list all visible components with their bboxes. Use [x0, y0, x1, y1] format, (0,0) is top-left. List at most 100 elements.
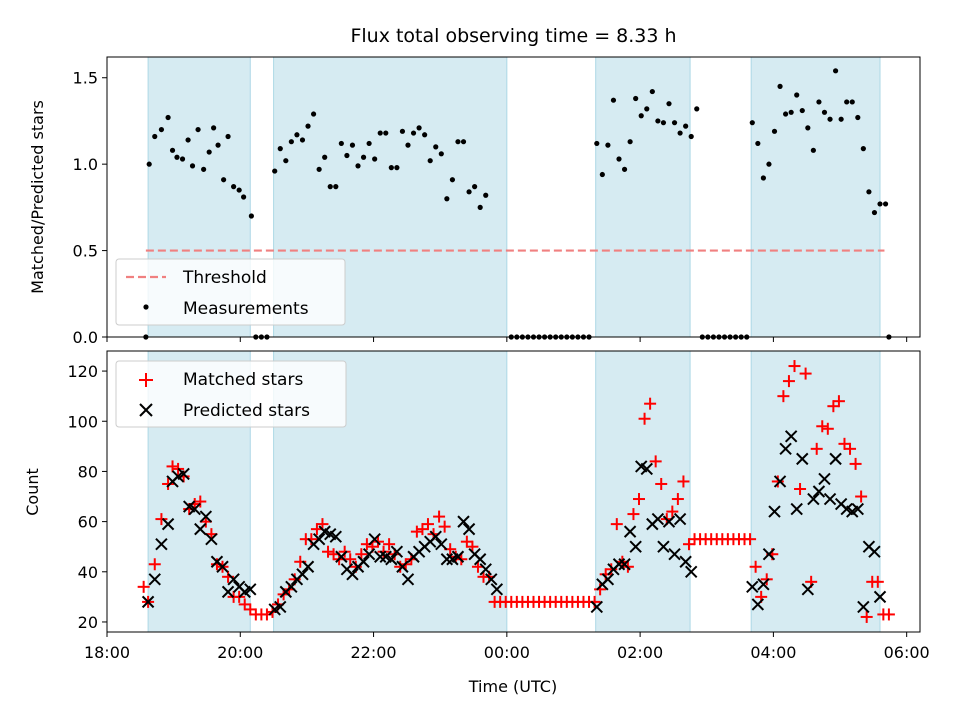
measurement-point-121 [827, 116, 833, 122]
top-axes-frame [106, 56, 921, 338]
predicted-star-point-2 [148, 573, 161, 586]
matched-star-point-1 [137, 580, 150, 593]
measurement-point-92 [666, 101, 672, 107]
predicted-star-point-91 [812, 485, 826, 498]
predicted-star-point-88 [796, 452, 809, 466]
measurement-point-56 [444, 196, 450, 202]
bottom-xtick-label-4: 00:00 [484, 643, 530, 662]
predicted-star-point-51 [440, 553, 454, 566]
top-shaded-intervals [147, 56, 881, 338]
matched-star-point-97 [671, 493, 684, 506]
predicted-star-point-77 [679, 555, 692, 568]
predicted-star-point-31 [329, 530, 343, 543]
top-shade-3 [595, 56, 691, 338]
predicted-star-point-32 [335, 550, 348, 563]
measurement-point-34 [322, 154, 328, 160]
legend-measurements-label: Measurements [183, 299, 309, 319]
bottom-xtick-label-3: 22:00 [351, 643, 397, 662]
predicted-star-point-25 [296, 568, 309, 581]
bottom-xtick-label-2: 20:00 [217, 643, 263, 662]
measurement-point-15 [215, 142, 221, 148]
legend-measurements-swatch [143, 304, 149, 310]
matched-star-point-93 [649, 455, 662, 468]
measurement-point-62 [477, 204, 483, 210]
measurement-point-40 [355, 163, 361, 169]
predicted-star-point-58 [479, 563, 492, 576]
predicted-star-point-28 [312, 532, 326, 546]
measurement-point-126 [855, 114, 861, 121]
measurement-point-94 [677, 130, 683, 136]
matched-star-point-130 [855, 490, 868, 503]
predicted-star-point-68 [629, 540, 642, 553]
measurement-point-20 [241, 194, 247, 200]
measurement-point-25 [272, 168, 278, 174]
matched-star-point-59 [460, 535, 473, 548]
bottom-ytick-label-1: 20 [78, 613, 98, 632]
measurement-point-125 [849, 99, 855, 105]
measurement-point-33 [316, 166, 322, 172]
top-shade-4 [750, 56, 881, 338]
measurement-point-41 [360, 154, 367, 160]
top-y-axis-label: Matched/Predicted stars [28, 100, 47, 294]
matched-star-point-126 [832, 395, 845, 408]
matched-star-point-11 [194, 495, 207, 508]
measurement-point-44 [377, 130, 383, 136]
measurement-point-80 [599, 171, 605, 178]
measurement-point-46 [388, 165, 394, 171]
measurement-point-97 [694, 106, 700, 112]
bottom-shade-3 [595, 350, 691, 633]
bottom-ytick-label-3: 60 [78, 513, 98, 532]
bottom-x-ticks: 18:00 20:00 22:00 00:00 02:00 04:00 06:00 [84, 632, 930, 662]
matched-star-point-94 [655, 477, 668, 490]
predicted-star-point-12 [205, 532, 218, 546]
predicted-star-point-80 [751, 598, 765, 611]
measurement-point-82 [610, 97, 617, 103]
predicted-star-point-55 [462, 522, 476, 536]
measurement-point-79 [594, 140, 600, 147]
measurement-point-8 [179, 156, 186, 162]
measurement-point-93 [671, 120, 678, 126]
matched-star-point-131 [860, 610, 873, 623]
measurement-point-108 [755, 140, 761, 147]
matched-star-point-115 [771, 475, 784, 488]
measurement-point-14 [211, 125, 217, 131]
measurement-point-91 [660, 120, 667, 126]
measurement-point-50 [410, 130, 417, 136]
bottom-y-ticks: 20 40 60 80 100 120 [67, 362, 107, 632]
predicted-star-point-19 [244, 583, 257, 596]
legend-matched-label: Matched stars [183, 370, 303, 390]
measurement-point-57 [449, 177, 456, 183]
matched-star-point-127 [838, 437, 851, 450]
measurement-point-21 [248, 213, 254, 219]
measurement-point-127 [860, 146, 866, 152]
predicted-star-point-57 [473, 553, 487, 566]
predicted-star-point-83 [768, 505, 781, 518]
matched-star-point-123 [816, 420, 829, 433]
predicted-star-point-72 [651, 512, 665, 526]
measurement-point-18 [231, 184, 237, 190]
matched-star-point-116 [777, 390, 790, 403]
predicted-star-point-82 [762, 548, 776, 561]
matched-star-point-55 [438, 520, 451, 533]
measurement-point-87 [638, 113, 644, 119]
predicted-star-point-84 [773, 475, 787, 488]
predicted-star-point-102 [873, 590, 887, 604]
matched-star-point-91 [638, 412, 651, 425]
measurement-point-128 [866, 189, 872, 195]
predicted-star-point-41 [385, 553, 398, 566]
measurement-point-112 [777, 83, 783, 89]
measurement-point-39 [349, 142, 356, 148]
measurement-point-58 [455, 139, 461, 145]
measurement-point-9 [185, 137, 191, 143]
measurement-point-43 [372, 156, 378, 162]
measurement-point-3 [152, 133, 158, 140]
matched-star-point-47 [394, 560, 407, 573]
measurement-point-119 [816, 99, 822, 105]
predicted-star-point-73 [657, 540, 670, 553]
measurement-point-129 [871, 209, 878, 216]
predicted-star-point-92 [818, 472, 831, 486]
bottom-panel: 20 40 60 80 100 120 18:00 20:00 22:00 00:00 02:00… [23, 350, 930, 696]
matched-star-point-34 [322, 545, 335, 558]
measurement-point-54 [433, 144, 439, 150]
measurement-point-81 [605, 142, 611, 148]
